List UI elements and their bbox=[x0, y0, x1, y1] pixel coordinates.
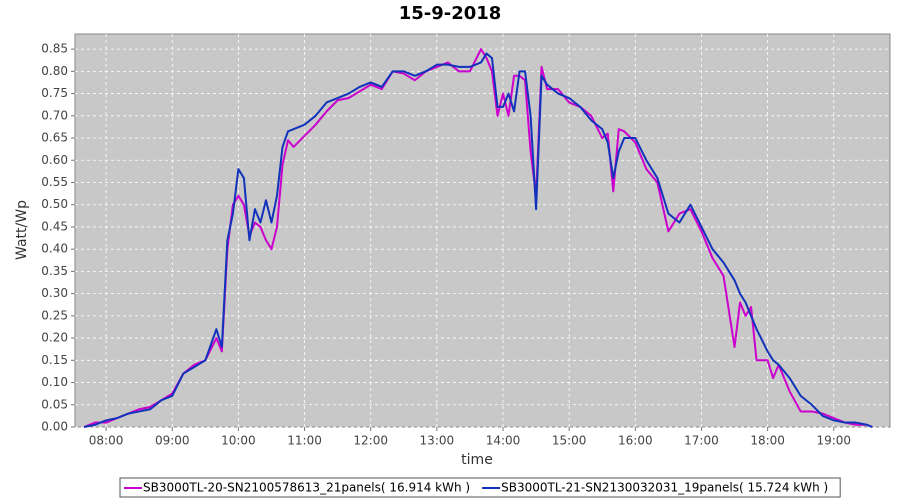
y-tick-label: 0.75 bbox=[41, 86, 68, 100]
x-tick-label: 18:00 bbox=[750, 434, 785, 448]
x-tick-label: 17:00 bbox=[684, 434, 719, 448]
legend-label: SB3000TL-20-SN2100578613_21panels( 16.91… bbox=[143, 481, 470, 495]
x-tick-label: 16:00 bbox=[618, 434, 653, 448]
x-tick-label: 09:00 bbox=[155, 434, 190, 448]
y-tick-label: 0.45 bbox=[41, 219, 68, 233]
legend bbox=[119, 477, 841, 498]
y-tick-label: 0.80 bbox=[41, 64, 68, 78]
x-tick-label: 11:00 bbox=[287, 434, 322, 448]
plot-area bbox=[74, 33, 891, 428]
y-tick-label: 0.40 bbox=[41, 242, 68, 256]
y-tick-label: 0.35 bbox=[41, 264, 68, 278]
y-tick-label: 0.85 bbox=[41, 42, 68, 56]
x-tick-label: 14:00 bbox=[486, 434, 521, 448]
data-line bbox=[83, 48, 873, 428]
x-tick-label: 10:00 bbox=[221, 434, 256, 448]
data-line bbox=[83, 52, 873, 428]
x-tick-label: 12:00 bbox=[353, 434, 388, 448]
y-tick-label: 0.55 bbox=[41, 175, 68, 189]
x-tick-label: 15:00 bbox=[552, 434, 587, 448]
y-tick-label: 0.25 bbox=[41, 308, 68, 322]
y-tick-label: 0.65 bbox=[41, 131, 68, 145]
y-tick-label: 0.60 bbox=[41, 153, 68, 167]
y-tick-label: 0.15 bbox=[41, 353, 68, 367]
chart-title: 15-9-2018 bbox=[399, 3, 502, 24]
y-tick-label: 0.05 bbox=[41, 397, 68, 411]
x-tick-label: 13:00 bbox=[420, 434, 455, 448]
y-tick-label: 0.70 bbox=[41, 108, 68, 122]
y-tick-label: 0.30 bbox=[41, 286, 68, 300]
y-tick-label: 0.10 bbox=[41, 375, 68, 389]
x-tick-label: 08:00 bbox=[89, 434, 124, 448]
y-tick-label: 0.00 bbox=[41, 420, 68, 434]
x-axis-label: time bbox=[461, 452, 493, 468]
y-tick-label: 0.20 bbox=[41, 331, 68, 345]
legend-label: SB3000TL-21-SN2130032031_19panels( 15.72… bbox=[501, 481, 828, 495]
x-tick-label: 19:00 bbox=[816, 434, 851, 448]
y-axis-label: Watt/Wp bbox=[14, 200, 30, 260]
y-tick-label: 0.50 bbox=[41, 197, 68, 211]
